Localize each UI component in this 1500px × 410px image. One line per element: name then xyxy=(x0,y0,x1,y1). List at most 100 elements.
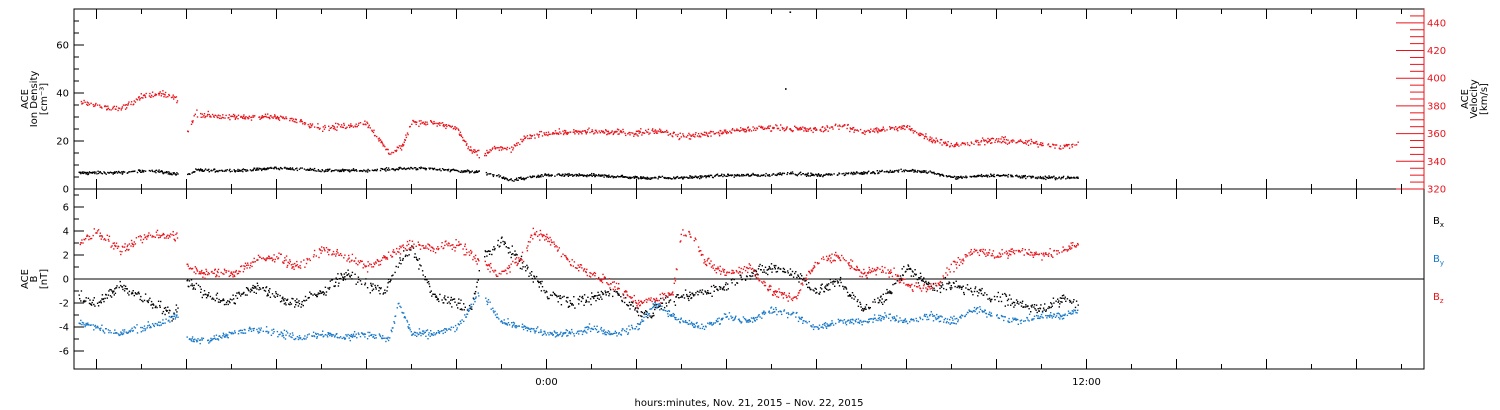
data-point xyxy=(205,297,208,299)
data-point xyxy=(1067,310,1070,312)
data-point xyxy=(702,293,705,295)
data-point xyxy=(1075,144,1078,146)
data-point xyxy=(449,125,451,128)
data-point xyxy=(529,328,531,331)
data-point xyxy=(608,295,610,297)
data-point xyxy=(1057,301,1059,303)
data-point xyxy=(488,253,491,255)
data-point xyxy=(790,273,792,275)
data-point xyxy=(331,335,333,338)
data-point xyxy=(693,326,695,328)
data-point xyxy=(647,316,649,319)
data-point xyxy=(824,287,827,289)
data-point xyxy=(1004,136,1006,138)
data-point xyxy=(247,287,249,290)
data-point xyxy=(402,312,404,314)
data-point xyxy=(620,174,623,177)
data-point xyxy=(1014,175,1017,177)
data-point xyxy=(99,171,101,173)
data-point xyxy=(233,169,235,171)
data-point xyxy=(329,286,331,289)
data-point xyxy=(683,136,685,138)
data-point xyxy=(1044,303,1046,305)
data-point xyxy=(522,139,525,141)
data-point xyxy=(837,281,840,283)
data-point xyxy=(309,291,311,293)
data-point xyxy=(1051,317,1053,319)
data-point xyxy=(267,113,269,115)
data-point xyxy=(154,93,156,95)
data-point xyxy=(799,273,802,275)
data-point xyxy=(1061,315,1063,317)
data-point xyxy=(132,170,134,173)
data-point xyxy=(259,288,262,290)
data-point xyxy=(521,140,524,143)
data-point xyxy=(139,97,141,100)
data-point xyxy=(608,133,611,135)
data-point xyxy=(422,121,424,123)
data-point xyxy=(89,238,92,240)
data-point xyxy=(406,255,409,257)
data-point xyxy=(312,169,315,172)
data-point xyxy=(274,115,276,117)
data-point xyxy=(626,176,628,178)
data-point xyxy=(701,289,704,291)
data-point xyxy=(544,291,546,294)
data-point xyxy=(911,128,913,130)
data-point xyxy=(149,325,152,328)
data-point xyxy=(227,334,229,336)
data-point xyxy=(919,272,922,274)
data-point xyxy=(816,129,818,131)
data-point xyxy=(647,131,649,133)
data-point xyxy=(556,174,558,176)
data-point xyxy=(437,168,439,171)
data-point xyxy=(164,306,167,309)
data-point xyxy=(955,280,957,282)
data-point xyxy=(275,292,277,295)
data-point xyxy=(215,338,217,340)
data-point xyxy=(554,293,556,296)
data-point xyxy=(86,101,88,103)
data-point xyxy=(1039,317,1041,320)
data-point xyxy=(945,322,948,324)
data-point xyxy=(712,323,714,326)
data-point xyxy=(805,279,807,282)
data-point xyxy=(829,173,831,175)
data-point xyxy=(804,128,807,130)
data-point xyxy=(954,145,956,147)
data-point xyxy=(642,320,645,322)
data-point xyxy=(988,175,991,178)
data-point xyxy=(777,267,779,270)
data-point xyxy=(930,140,932,142)
data-point xyxy=(1007,321,1010,323)
data-point xyxy=(692,323,694,325)
data-point xyxy=(1013,318,1016,320)
data-point xyxy=(627,305,630,307)
data-point xyxy=(878,170,881,172)
data-point xyxy=(820,130,822,132)
data-point xyxy=(295,304,297,306)
data-point xyxy=(1007,320,1009,322)
data-point xyxy=(657,130,660,132)
data-point xyxy=(592,328,594,331)
data-point xyxy=(744,318,747,320)
data-point xyxy=(879,170,882,173)
data-point xyxy=(679,321,681,323)
data-point xyxy=(1006,174,1008,177)
data-point xyxy=(822,131,824,133)
data-point xyxy=(921,170,923,172)
data-point xyxy=(477,171,479,173)
bottom-ytick-label: -6 xyxy=(59,347,69,358)
data-point xyxy=(487,151,490,153)
data-point xyxy=(234,171,236,173)
data-point xyxy=(425,330,428,332)
data-point xyxy=(260,117,262,119)
data-point xyxy=(1077,177,1079,179)
data-point xyxy=(323,128,326,130)
data-point xyxy=(285,334,287,336)
data-point xyxy=(365,170,367,173)
data-point xyxy=(453,298,456,300)
data-point xyxy=(542,333,545,335)
data-point xyxy=(505,246,507,248)
data-point xyxy=(936,139,938,141)
